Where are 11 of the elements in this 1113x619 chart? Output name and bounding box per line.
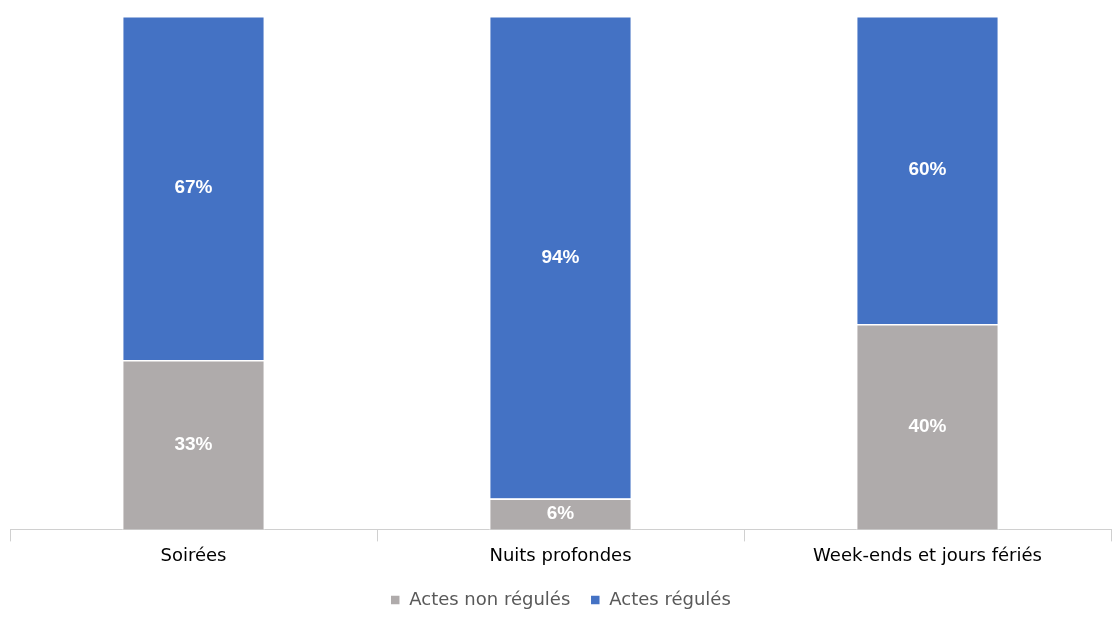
data-label: 94% xyxy=(541,245,580,267)
x-tick-label: Week-ends et jours fériés xyxy=(813,543,1042,565)
data-label: 40% xyxy=(908,414,947,436)
data-label: 33% xyxy=(174,432,213,454)
legend-label: Actes régulés xyxy=(609,587,731,609)
legend-label: Actes non régulés xyxy=(409,587,571,609)
data-label: 60% xyxy=(908,158,947,180)
x-tick-label: Soirées xyxy=(160,543,227,565)
data-label: 67% xyxy=(174,176,213,198)
data-label: 6% xyxy=(546,502,575,524)
x-tick-label: Nuits profondes xyxy=(489,543,632,565)
